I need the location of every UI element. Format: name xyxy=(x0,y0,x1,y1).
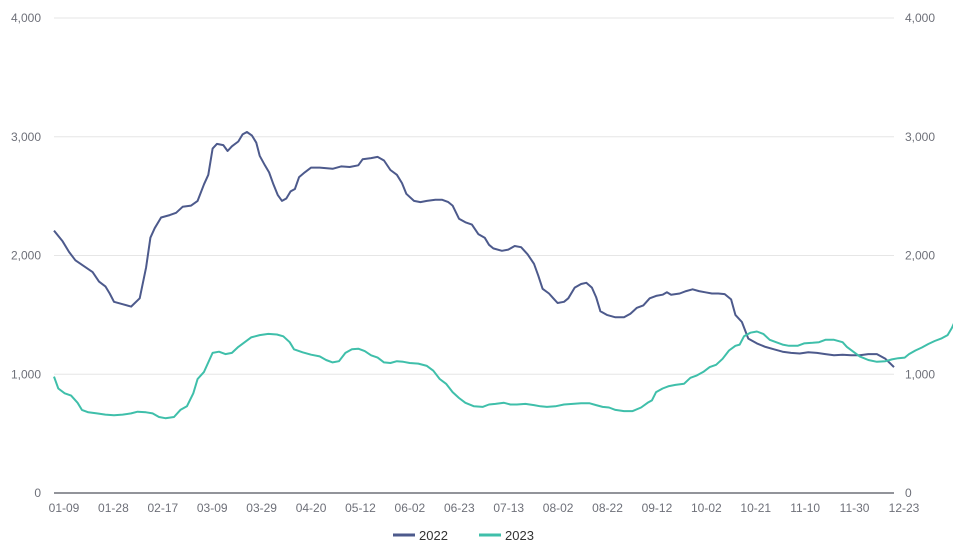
legend[interactable]: 2022 2023 xyxy=(393,528,534,543)
series-lines xyxy=(53,131,953,420)
y-tick-label-right: 3,000 xyxy=(905,130,935,144)
x-tick-label: 08-02 xyxy=(543,501,574,515)
x-tick-label: 02-17 xyxy=(147,501,178,515)
x-tick-label: 08-22 xyxy=(592,501,623,515)
x-tick-label: 10-02 xyxy=(691,501,722,515)
x-tick-label: 12-23 xyxy=(889,501,920,515)
y-axis-left: 0 1,000 2,000 3,000 4,000 xyxy=(11,11,41,500)
x-tick-label: 11-30 xyxy=(840,501,870,515)
x-tick-label: 04-20 xyxy=(296,501,327,515)
y-tick-label-right: 4,000 xyxy=(905,11,935,25)
y-axis-right: 0 1,000 2,000 3,000 4,000 xyxy=(905,11,935,500)
legend-item-2022[interactable]: 2022 xyxy=(393,528,448,543)
legend-label: 2023 xyxy=(505,528,534,543)
y-tick-label-left: 3,000 xyxy=(11,130,41,144)
series-line-2022 xyxy=(53,131,895,368)
x-tick-label: 03-09 xyxy=(197,501,228,515)
x-tick-label: 01-28 xyxy=(98,501,129,515)
x-tick-label: 06-23 xyxy=(444,501,475,515)
x-tick-label: 07-13 xyxy=(493,501,524,515)
x-tick-label: 09-12 xyxy=(642,501,673,515)
x-tick-label: 06-02 xyxy=(395,501,426,515)
x-tick-label: 01-09 xyxy=(49,501,80,515)
y-tick-label-left: 4,000 xyxy=(11,11,41,25)
x-tick-label: 11-10 xyxy=(790,501,820,515)
series-line-2023 xyxy=(53,322,953,420)
y-tick-label-left: 0 xyxy=(34,486,41,500)
gridlines xyxy=(54,17,894,375)
legend-label: 2022 xyxy=(419,528,448,543)
x-axis: 01-09 01-28 02-17 03-09 03-29 04-20 05-12 06-02… xyxy=(49,501,920,515)
y-tick-label-right: 2,000 xyxy=(905,249,935,263)
y-tick-label-right: 1,000 xyxy=(905,367,935,381)
x-tick-label: 03-29 xyxy=(246,501,277,515)
legend-item-2023[interactable]: 2023 xyxy=(479,528,534,543)
y-tick-label-left: 1,000 xyxy=(11,367,41,381)
y-tick-label-left: 2,000 xyxy=(11,249,41,263)
x-tick-label: 05-12 xyxy=(345,501,376,515)
x-tick-label: 10-21 xyxy=(740,501,771,515)
y-tick-label-right: 0 xyxy=(905,486,912,500)
